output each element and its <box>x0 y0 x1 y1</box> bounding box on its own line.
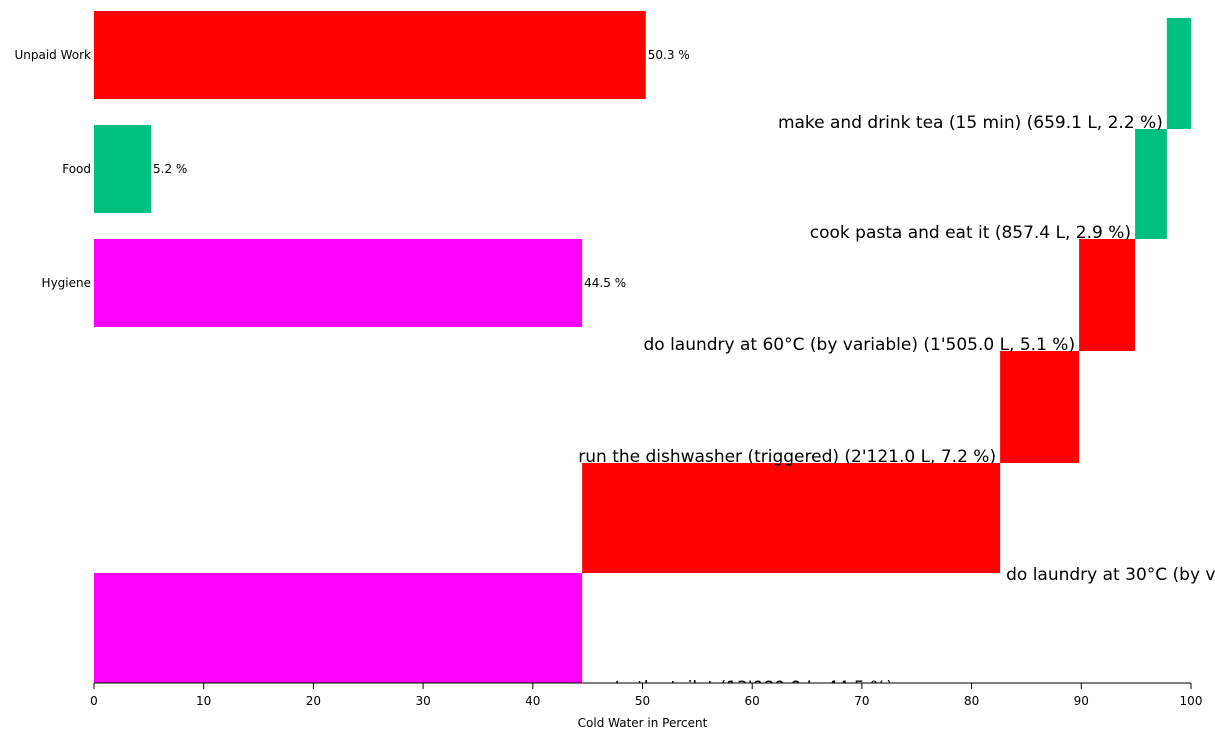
breakdown-bar <box>94 573 583 683</box>
breakdown-bar <box>1000 351 1080 463</box>
category-label: Hygiene <box>42 276 91 290</box>
axis-background <box>0 683 1215 733</box>
x-tick-label: 70 <box>854 694 869 708</box>
category-bar <box>94 125 152 213</box>
breakdown-bar <box>582 463 1001 573</box>
x-tick-label: 80 <box>964 694 979 708</box>
breakdown-label: make and drink tea (15 min) (659.1 L, 2.… <box>778 113 1163 133</box>
x-tick-label: 0 <box>90 694 98 708</box>
breakdown-label: do laundry at 30°C (by variable) (10'941… <box>1006 565 1215 585</box>
x-tick-label: 100 <box>1180 694 1203 708</box>
x-tick-label: 30 <box>415 694 430 708</box>
x-tick-label: 20 <box>306 694 321 708</box>
category-bar <box>94 239 583 327</box>
x-tick-label: 50 <box>635 694 650 708</box>
breakdown-label: do laundry at 60°C (by variable) (1'505.… <box>643 335 1075 355</box>
x-tick-label: 90 <box>1074 694 1089 708</box>
x-tick-label: 40 <box>525 694 540 708</box>
breakdown-bar <box>1135 129 1167 239</box>
value-label: 50.3 % <box>648 48 690 62</box>
value-label: 44.5 % <box>584 276 626 290</box>
x-tick-label: 60 <box>745 694 760 708</box>
category-bar <box>94 11 646 99</box>
category-label: Unpaid Work <box>14 48 91 62</box>
value-label: 5.2 % <box>153 162 187 176</box>
breakdown-bar <box>1079 239 1136 351</box>
breakdown-label: run the dishwasher (triggered) (2'121.0 … <box>578 447 996 467</box>
x-tick-label: 10 <box>196 694 211 708</box>
breakdown-label: cook pasta and eat it (857.4 L, 2.9 %) <box>810 223 1131 243</box>
category-label: Food <box>62 162 91 176</box>
x-axis-title: Cold Water in Percent <box>578 716 708 730</box>
breakdown-bar <box>1166 18 1191 129</box>
